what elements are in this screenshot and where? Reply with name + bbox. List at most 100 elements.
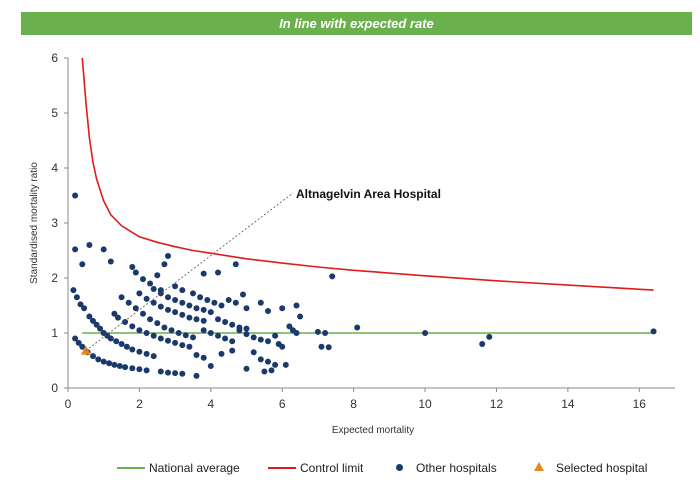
other-hospital-point xyxy=(282,361,289,368)
legend-label-national-average: National average xyxy=(149,461,240,475)
other-hospital-point xyxy=(240,291,246,298)
legend-label-control-limit: Control limit xyxy=(300,461,364,475)
other-hospital-point xyxy=(218,302,225,309)
other-hospital-point xyxy=(143,330,150,336)
other-hospital-point xyxy=(77,301,84,308)
other-hospital-point xyxy=(275,341,282,347)
other-hospital-point xyxy=(204,297,211,303)
other-hospital-point xyxy=(200,354,207,361)
other-hospital-point xyxy=(150,299,157,306)
other-hospital-point xyxy=(81,305,88,312)
other-hospital-point xyxy=(116,363,123,369)
other-hospital-point xyxy=(200,270,207,277)
other-hospital-point xyxy=(100,358,107,365)
other-hospital-point xyxy=(107,335,114,342)
x-tick-label: 8 xyxy=(350,397,357,411)
other-hospital-point xyxy=(161,324,168,331)
other-hospital-point xyxy=(79,261,86,268)
other-hospital-point xyxy=(72,335,79,342)
other-hospital-point xyxy=(136,327,143,334)
other-hospital-point xyxy=(179,287,186,294)
other-hospital-point xyxy=(140,310,146,317)
other-hospital-point xyxy=(147,280,154,287)
other-hospital-point xyxy=(172,370,179,377)
other-hospital-point xyxy=(90,353,96,360)
other-hospital-point xyxy=(115,314,121,321)
other-hospital-point xyxy=(272,332,279,339)
other-hospital-point xyxy=(200,317,207,324)
other-hospital-point xyxy=(197,294,204,301)
other-hospital-point xyxy=(129,323,136,330)
other-hospital-point xyxy=(165,337,171,344)
other-hospital-point xyxy=(186,343,193,350)
other-hospital-point xyxy=(113,338,120,345)
other-hospital-point xyxy=(325,344,332,351)
other-hospital-point xyxy=(243,325,250,332)
other-hospital-point xyxy=(86,242,93,248)
other-hospital-point xyxy=(286,323,293,330)
other-hospital-point xyxy=(218,350,225,357)
other-hospital-point xyxy=(207,363,214,369)
y-axis-label: Standardised mortality ratio xyxy=(29,162,40,284)
other-hospital-point xyxy=(279,305,286,312)
other-hospital-point xyxy=(293,330,300,336)
y-tick-label: 0 xyxy=(51,381,58,395)
other-hospital-point xyxy=(232,261,239,268)
y-tick-label: 1 xyxy=(51,326,58,340)
other-hospital-point xyxy=(165,369,171,376)
legend: National average Control limit Other hos… xyxy=(0,458,700,478)
other-hospital-point xyxy=(243,331,250,338)
other-hospital-point xyxy=(123,343,130,350)
other-hospital-point xyxy=(111,310,118,317)
other-hospital-point xyxy=(136,348,143,355)
other-hospital-point xyxy=(215,269,221,276)
other-hospital-point xyxy=(207,330,214,336)
status-banner: In line with expected rate xyxy=(21,12,692,35)
other-hospital-point xyxy=(122,364,129,371)
other-hospital-point xyxy=(179,311,186,318)
other-hospital-point xyxy=(250,349,257,356)
other-hospital-point xyxy=(322,330,329,336)
other-hospital-point xyxy=(243,365,250,372)
other-hospital-point xyxy=(225,297,232,303)
other-hospital-point xyxy=(157,335,164,342)
other-hospital-point xyxy=(157,303,164,310)
other-hospital-point xyxy=(143,367,150,374)
other-hospital-point xyxy=(172,283,179,290)
other-hospital-point xyxy=(179,342,186,349)
other-hospital-point xyxy=(129,264,136,270)
other-hospital-point xyxy=(265,358,271,365)
other-hospital-point xyxy=(329,273,336,280)
other-hospital-point xyxy=(222,335,229,342)
other-hospital-point xyxy=(165,294,171,301)
other-hospital-point xyxy=(172,339,179,346)
annotation: Altnagelvin Area Hospital xyxy=(85,187,441,351)
y-tick-label: 4 xyxy=(51,161,58,175)
other-hospital-point xyxy=(486,333,493,340)
x-tick-label: 16 xyxy=(633,397,647,411)
legend-label-other-hospitals: Other hospitals xyxy=(416,461,497,475)
other-hospital-point xyxy=(265,308,271,314)
other-hospital-point xyxy=(154,320,161,327)
other-hospital-point xyxy=(129,365,136,372)
legend-swatch-other-hospitals xyxy=(396,464,403,471)
other-hospital-point xyxy=(200,327,207,334)
other-hospital-point xyxy=(243,305,250,312)
other-hospital-point xyxy=(354,324,361,331)
other-hospital-point xyxy=(154,272,161,279)
other-hospital-point xyxy=(73,294,80,301)
other-hospital-point xyxy=(172,309,179,316)
other-hospital-point xyxy=(222,319,229,325)
other-hospital-point xyxy=(150,286,157,292)
other-hospital-point xyxy=(118,294,125,301)
x-tick-label: 6 xyxy=(279,397,286,411)
other-hospital-point xyxy=(106,360,113,367)
other-hospital-point xyxy=(122,319,129,325)
other-hospital-point xyxy=(200,306,207,313)
other-hospital-point xyxy=(257,336,264,343)
other-hospital-point xyxy=(232,299,239,306)
other-hospital-point xyxy=(265,338,271,345)
other-hospital-point xyxy=(143,295,150,302)
other-hospital-point xyxy=(97,325,104,332)
other-hospital-point xyxy=(179,370,186,377)
